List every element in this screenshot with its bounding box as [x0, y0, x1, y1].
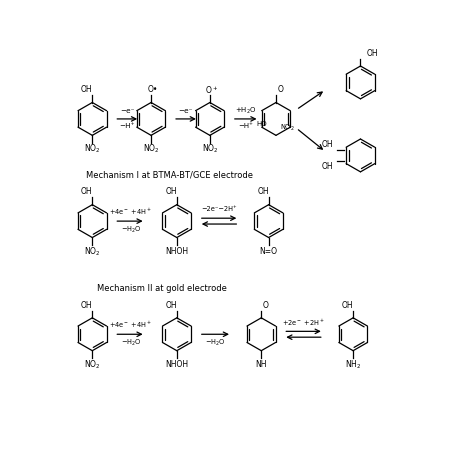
Text: OH: OH — [165, 301, 177, 310]
Text: Mechanism II at gold electrode: Mechanism II at gold electrode — [97, 284, 227, 293]
Text: −e⁻: −e⁻ — [179, 108, 193, 114]
Text: O: O — [277, 85, 283, 94]
Text: N=O: N=O — [260, 247, 278, 256]
Text: +2e$^-$ +2H$^+$: +2e$^-$ +2H$^+$ — [282, 318, 325, 328]
Text: Mechanism I at BTMA-BT/GCE electrode: Mechanism I at BTMA-BT/GCE electrode — [86, 171, 253, 180]
Text: NHOH: NHOH — [165, 247, 188, 256]
Text: −H$_2$O: −H$_2$O — [205, 337, 226, 348]
Text: NHOH: NHOH — [165, 360, 188, 369]
Text: −H$_2$O: −H$_2$O — [120, 224, 141, 235]
Text: −H⁺: −H⁺ — [119, 123, 135, 129]
Text: OH: OH — [81, 301, 92, 310]
Text: OH: OH — [321, 162, 333, 171]
Text: NH: NH — [255, 360, 267, 369]
Text: NO$_2$: NO$_2$ — [143, 143, 159, 155]
Text: O$^+$: O$^+$ — [205, 84, 218, 96]
Text: NH$_2$: NH$_2$ — [345, 358, 361, 371]
Text: −2e⁻−2H⁺: −2e⁻−2H⁺ — [201, 207, 237, 212]
Text: OH: OH — [321, 140, 333, 149]
Text: −H$_2$O: −H$_2$O — [120, 337, 141, 348]
Text: −e⁻: −e⁻ — [120, 108, 135, 114]
Text: −H⁺: −H⁺ — [238, 123, 253, 129]
Text: NO$_2$: NO$_2$ — [201, 143, 218, 155]
Text: O: O — [263, 301, 269, 310]
Text: OH: OH — [367, 49, 379, 58]
Text: OH: OH — [81, 187, 92, 196]
Text: NO$_2$: NO$_2$ — [84, 358, 100, 371]
Text: OH: OH — [257, 187, 269, 196]
Text: +4e$^-$ +4H$^+$: +4e$^-$ +4H$^+$ — [109, 207, 153, 217]
Text: HO: HO — [257, 121, 267, 128]
Text: +H$_2$O: +H$_2$O — [235, 106, 256, 116]
Text: NO$_2$: NO$_2$ — [280, 123, 294, 133]
Text: NO$_2$: NO$_2$ — [84, 245, 100, 258]
Text: OH: OH — [342, 301, 354, 310]
Text: OH: OH — [81, 85, 92, 94]
Text: OH: OH — [165, 187, 177, 196]
Text: +4e$^-$ +4H$^+$: +4e$^-$ +4H$^+$ — [109, 320, 153, 330]
Text: O•: O• — [148, 85, 158, 94]
Text: NO$_2$: NO$_2$ — [84, 143, 100, 155]
